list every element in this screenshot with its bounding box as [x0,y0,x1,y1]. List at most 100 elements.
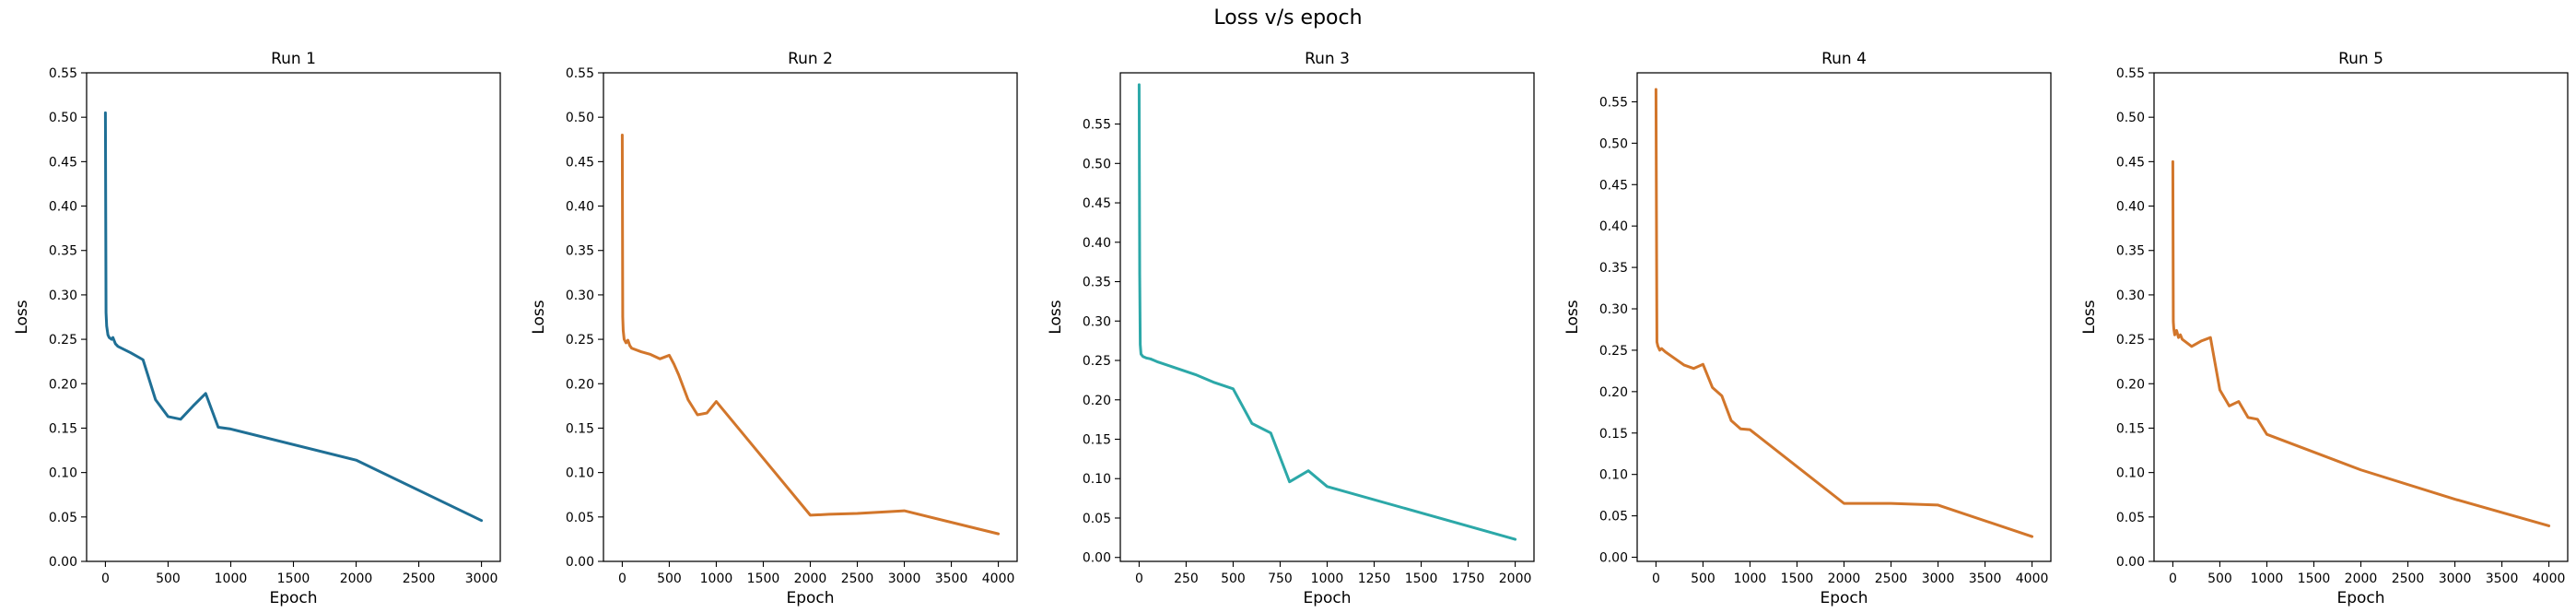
x-tick-label: 1750 [1452,572,1485,586]
y-tick-label: 0.30 [1599,302,1628,317]
panel-title: Run 5 [2338,50,2383,68]
x-tick-label: 1000 [1311,572,1344,586]
y-tick-label: 0.30 [1083,314,1111,329]
panel-title: Run 1 [271,50,316,68]
y-tick-label: 0.20 [2116,377,2145,392]
plot-area-frame [1636,72,2052,562]
y-tick-label: 0.15 [2116,421,2145,436]
y-tick-label: 0.05 [1599,510,1628,525]
figure-title: Loss v/s epoch [1213,6,1362,29]
y-tick-label: 0.05 [49,511,77,525]
x-tick-label: 1000 [700,572,733,586]
x-tick-label: 1500 [747,572,780,586]
x-tick-label: 750 [1268,572,1293,586]
y-tick-label: 0.05 [566,511,594,525]
y-tick-label: 0.30 [49,289,77,303]
loss-series-line [2171,159,2551,527]
x-tick-label: 3000 [2439,572,2472,586]
y-tick-label: 0.05 [1083,512,1111,526]
y-tick-label: 0.00 [1083,551,1111,566]
y-tick-label: 0.40 [566,200,594,215]
chart-panel-5: Run 5 0 500 1000 1500 2000 2500 3000 3500 4000 0.0… [2080,50,2569,607]
y-tick-label: 0.10 [2116,466,2145,481]
plot-area-frame [1119,72,1535,562]
y-tick-label: 0.40 [49,200,77,215]
x-axis-label: Epoch [2336,589,2384,607]
x-tick-label: 500 [156,572,181,586]
y-tick-label: 0.50 [566,111,594,125]
x-tick-label: 2500 [841,572,874,586]
y-tick-label: 0.55 [49,66,77,81]
x-tick-label: 0 [1135,572,1143,586]
panel-title: Run 4 [1821,50,1867,68]
y-tick-label: 0.15 [49,421,77,436]
x-tick-label: 4000 [2533,572,2566,586]
panel-title: Run 3 [1305,50,1350,68]
loss-series-line [1137,83,1517,541]
y-tick-label: 0.50 [1083,157,1111,171]
y-axis-label: Loss [1563,300,1582,334]
x-tick-label: 3500 [1969,572,2002,586]
x-tick-label: 3500 [935,572,968,586]
y-tick-label: 0.10 [1083,472,1111,487]
y-tick-label: 0.45 [1083,196,1111,211]
x-tick-label: 1000 [2251,572,2284,586]
y-tick-label: 0.15 [566,421,594,436]
x-tick-label: 3500 [2486,572,2519,586]
x-tick-label: 1500 [1781,572,1814,586]
y-tick-label: 0.45 [1599,178,1628,193]
y-axis-label: Loss [1047,300,1065,334]
y-tick-label: 0.40 [1599,219,1628,234]
y-tick-label: 0.15 [1599,427,1628,442]
y-tick-label: 0.25 [1083,354,1111,369]
x-tick-label: 250 [1174,572,1199,586]
y-axis-label: Loss [530,300,548,334]
x-axis-label: Epoch [786,589,834,607]
panel-title: Run 2 [788,50,833,68]
y-tick-label: 0.50 [1599,136,1628,151]
x-tick-label: 0 [2169,572,2177,586]
x-tick-label: 1500 [1405,572,1438,586]
x-tick-label: 2000 [1828,572,1861,586]
y-tick-label: 0.10 [566,466,594,481]
x-tick-label: 2000 [2345,572,2378,586]
y-tick-label: 0.10 [49,466,77,481]
y-tick-label: 0.00 [2116,555,2145,570]
y-axis-label: Loss [2080,300,2099,334]
x-tick-label: 0 [1652,572,1660,586]
y-tick-label: 0.00 [566,555,594,570]
y-tick-label: 0.40 [2116,200,2145,215]
x-tick-label: 2500 [1875,572,1908,586]
chart-panel-4: Run 4 0 500 1000 1500 2000 2500 3000 3500 4000 0.0… [1563,50,2052,607]
chart-panel-3: Run 3 0 250 500 750 1000 1250 1500 1750 2000 0.00 0… [1047,50,1535,607]
y-tick-label: 0.10 [1599,468,1628,483]
y-tick-label: 0.30 [566,289,594,303]
x-tick-label: 1500 [277,572,310,586]
y-tick-label: 0.20 [566,377,594,392]
x-tick-label: 1000 [1734,572,1767,586]
y-tick-label: 0.45 [2116,155,2145,170]
chart-panel-1: Run 1 0 500 1000 1500 2000 2500 3000 0.00 0.05 0.1… [13,50,501,607]
y-tick-label: 0.55 [1083,118,1111,133]
y-tick-label: 0.25 [2116,333,2145,348]
x-tick-label: 3000 [888,572,921,586]
x-tick-label: 4000 [2016,572,2049,586]
y-tick-label: 0.55 [1599,95,1628,110]
y-tick-label: 0.00 [1599,551,1628,566]
loss-series-line [620,133,1001,536]
y-tick-label: 0.30 [2116,289,2145,303]
chart-panel-2: Run 2 0 500 1000 1500 2000 2500 3000 3500 4000 0.0… [530,50,1018,607]
y-tick-label: 0.20 [1599,385,1628,400]
x-tick-label: 1000 [215,572,248,586]
x-axis-label: Epoch [1820,589,1868,607]
y-tick-label: 0.35 [566,244,594,259]
y-tick-label: 0.05 [2116,511,2145,525]
y-tick-label: 0.45 [49,155,77,170]
y-tick-label: 0.25 [49,333,77,348]
y-tick-label: 0.55 [566,66,594,81]
x-tick-label: 0 [618,572,626,586]
x-axis-label: Epoch [269,589,317,607]
y-tick-label: 0.40 [1083,236,1111,251]
y-tick-label: 0.35 [49,244,77,259]
